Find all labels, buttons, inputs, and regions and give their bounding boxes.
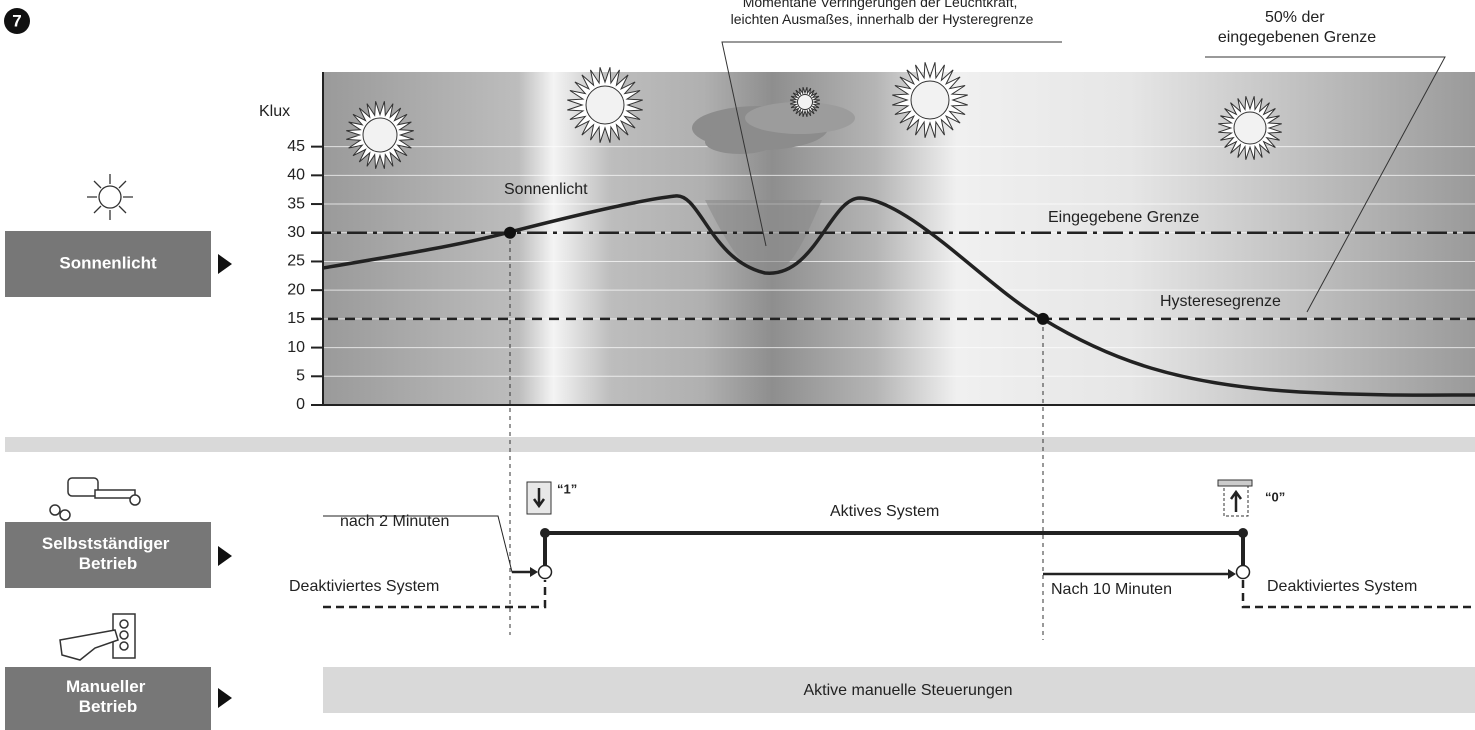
separator [5, 437, 1475, 452]
active-line [543, 531, 1245, 566]
row-label-line: Betrieb [79, 697, 138, 716]
y-tick-label: 40 [287, 167, 305, 184]
y-tick-label: 10 [287, 339, 305, 356]
state-point [540, 528, 550, 538]
timeline-label: Aktives System [830, 503, 939, 520]
annotation: Momentane Verringerungen der Leuchtkraft… [731, 0, 1034, 27]
sun-face [1233, 111, 1267, 145]
y-tick-label: 0 [296, 396, 305, 413]
annotation-line: 50% der [1265, 9, 1325, 26]
annotation-line: eingegebenen Grenze [1218, 29, 1376, 46]
command-label: “0” [1265, 489, 1285, 504]
blind-down-icon [526, 481, 552, 515]
threshold-point [504, 226, 516, 239]
arrow-head [530, 567, 538, 577]
manual-bar [323, 667, 1475, 713]
hysteresis-label: Hysteresegrenze [1160, 293, 1281, 310]
manual-label: Aktive manuelle Steuerungen [803, 682, 1012, 699]
command-label: “1” [557, 481, 577, 496]
y-tick-label: 20 [287, 281, 305, 298]
annotation-line: Momentane Verringerungen der Leuchtkraft… [743, 0, 1018, 10]
y-tick-label: 25 [287, 253, 305, 270]
y-tick-label: 30 [287, 224, 305, 241]
arrow-head [1228, 569, 1236, 579]
figure-number-text: 7 [12, 11, 21, 30]
annotation-line: leichten Ausmaßes, innerhalb der Hystere… [731, 11, 1034, 27]
threshold-label: Eingegebene Grenze [1048, 209, 1199, 226]
y-tick-label: 5 [296, 368, 305, 385]
row-box [5, 667, 211, 730]
blind-up-icon [1217, 479, 1253, 517]
timeline-label: Nach 10 Minuten [1051, 581, 1172, 598]
y-tick-label: 45 [287, 138, 305, 155]
sun-symbol [87, 174, 133, 220]
sunlight-curve [322, 194, 1475, 397]
row-label-line: Selbstständiger [42, 534, 170, 553]
sensor-icon [49, 477, 141, 521]
sun-face [362, 117, 398, 153]
y-axis-label: Klux [259, 103, 290, 120]
row-box [5, 522, 211, 588]
row-box [5, 231, 211, 297]
row-label: Manueller Betrieb [66, 677, 150, 716]
row-label: Selbstständiger Betrieb [42, 534, 174, 573]
sun-face [797, 94, 813, 110]
hand-icon [59, 613, 136, 661]
y-tick-label: 35 [287, 195, 305, 212]
sun-face [585, 85, 625, 125]
annotation-leader [721, 41, 1062, 247]
curve-label: Sonnenlicht [504, 181, 588, 198]
annotation-leader [1205, 56, 1446, 313]
row-label: Sonnenlicht [59, 253, 157, 272]
state-point [1235, 564, 1251, 580]
chart-background [323, 72, 1475, 405]
timeline-label: nach 2 Minuten [340, 513, 449, 530]
sun-face [910, 80, 950, 120]
annotation: 50% der eingegebenen Grenze [1218, 9, 1376, 46]
cloud [692, 102, 855, 154]
timeline-label: Deaktiviertes System [289, 578, 439, 595]
hysteresis-point [1037, 312, 1049, 325]
state-point [1238, 528, 1248, 538]
deactivated-line [323, 580, 1475, 609]
row-arrows [218, 254, 232, 708]
timeline-label: Deaktiviertes System [1267, 578, 1417, 595]
row-label-line: Manueller [66, 677, 146, 696]
state-point [537, 564, 553, 580]
y-tick-label: 15 [287, 310, 305, 327]
figure-number: 7 [4, 8, 30, 34]
sun-icons [346, 62, 1282, 169]
row-label-line: Betrieb [79, 554, 138, 573]
